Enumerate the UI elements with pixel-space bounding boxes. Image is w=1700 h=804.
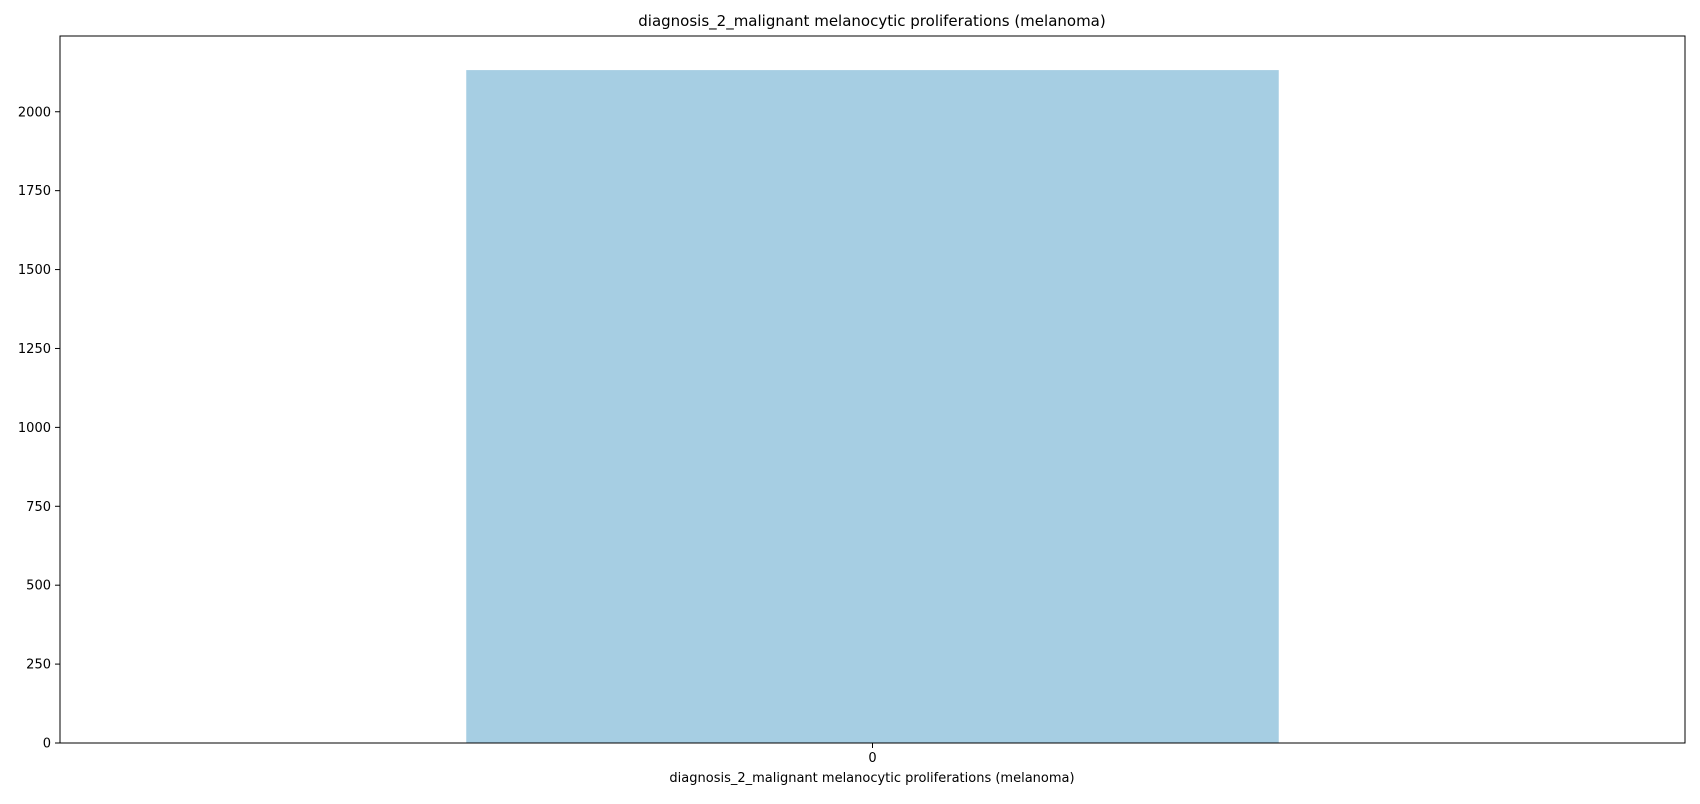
y-tick-label: 2000: [18, 105, 51, 120]
x-tick-label: 0: [868, 751, 876, 766]
x-axis-label: diagnosis_2_malignant melanocytic prolif…: [669, 771, 1074, 786]
y-tick-label: 1000: [18, 421, 51, 436]
y-axis: 0 250 500 750 1000 1250 1500 1750 2000: [18, 105, 60, 752]
x-axis: 0: [868, 743, 877, 766]
y-tick-label: 500: [26, 579, 51, 594]
y-tick-label: 1250: [18, 342, 51, 357]
y-tick-label: 250: [26, 658, 51, 673]
y-tick-label: 1500: [18, 263, 51, 278]
y-tick-label: 750: [26, 500, 51, 515]
bars-layer: [466, 70, 1279, 743]
bar-0: [466, 70, 1279, 743]
y-tick-label: 1750: [18, 184, 51, 199]
chart-title: diagnosis_2_malignant melanocytic prolif…: [638, 12, 1105, 31]
y-tick-label: 0: [43, 737, 51, 752]
